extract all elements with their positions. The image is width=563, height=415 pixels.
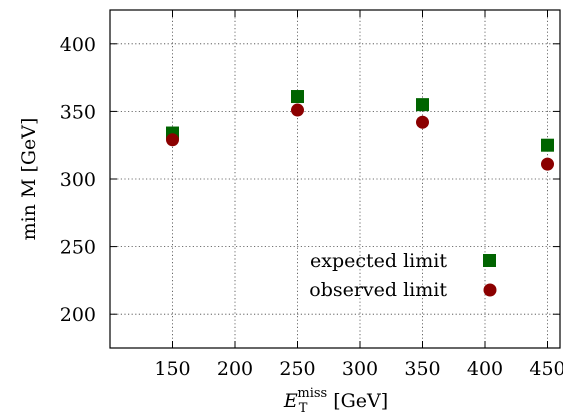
x-axis-title: ETmiss [GeV] bbox=[283, 386, 388, 415]
legend-marker-expected bbox=[483, 254, 496, 267]
y-tick-label: 200 bbox=[60, 304, 96, 326]
data-marks bbox=[166, 90, 554, 171]
expected-limit-point bbox=[541, 138, 554, 152]
observed-limit-point bbox=[541, 157, 554, 171]
expected-limit-point bbox=[416, 98, 429, 112]
ticks bbox=[110, 10, 560, 348]
x-tick-label: 400 bbox=[467, 358, 503, 380]
y-tick-label: 350 bbox=[60, 101, 96, 123]
y-tick-label: 400 bbox=[60, 34, 96, 56]
x-tick-label: 200 bbox=[217, 358, 253, 380]
x-tick-label: 150 bbox=[154, 358, 190, 380]
expected-limit-point bbox=[291, 90, 304, 104]
y-tick-label: 300 bbox=[60, 169, 96, 191]
x-tick-label: 350 bbox=[404, 358, 440, 380]
x-tick-label: 300 bbox=[342, 358, 378, 380]
y-axis-title: min M [GeV] bbox=[18, 118, 40, 241]
x-axis-title-main: E bbox=[283, 390, 298, 412]
legend-label-expected: expected limit bbox=[310, 250, 447, 272]
x-axis-title-unit: [GeV] bbox=[333, 390, 388, 412]
x-tick-label: 450 bbox=[529, 358, 563, 380]
legend-label-observed: observed limit bbox=[309, 279, 447, 301]
x-axis-title-sup: miss bbox=[297, 386, 327, 401]
observed-limit-point bbox=[416, 115, 429, 129]
legend: expected limit observed limit bbox=[309, 250, 497, 301]
x-tick-labels: 150 200 250 300 350 400 450 bbox=[154, 358, 563, 380]
legend-marker-observed bbox=[483, 283, 497, 297]
observed-limit-point bbox=[166, 133, 179, 147]
y-tick-label: 250 bbox=[60, 237, 96, 259]
observed-limit-point bbox=[291, 103, 304, 117]
x-tick-label: 250 bbox=[279, 358, 315, 380]
y-tick-labels: 200 250 300 350 400 bbox=[60, 34, 96, 326]
x-axis-title-sub: T bbox=[299, 401, 308, 415]
